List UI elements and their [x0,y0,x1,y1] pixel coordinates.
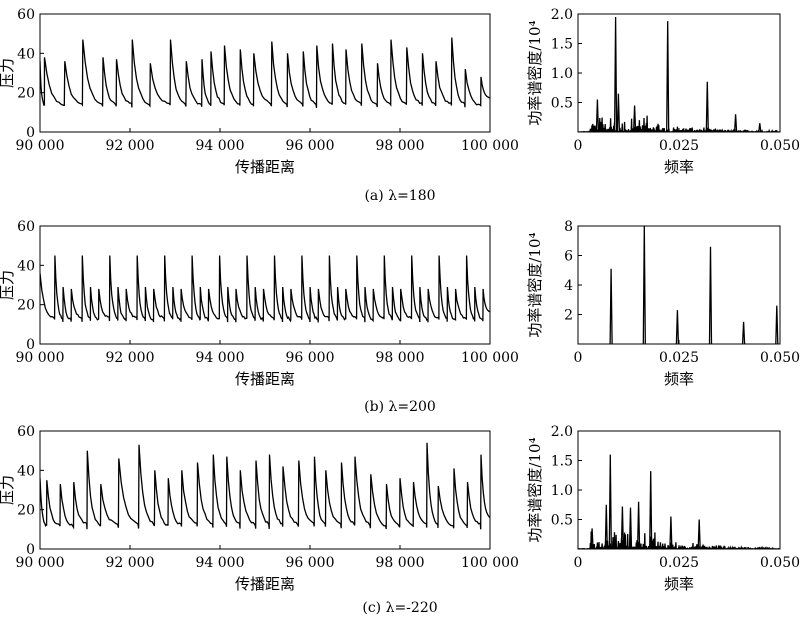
plot-frame [39,430,491,550]
y-axis-label: 功率谱密度/10⁴ [526,232,544,337]
x-axis-label: 传播距离 [235,370,295,388]
x-tick-label: 0.050 [760,138,800,154]
x-tick-label: 90 000 [16,555,65,571]
y-tick-label: 20 [17,86,35,102]
x-tick-label: 94 000 [196,555,245,571]
y-tick-label: 60 [17,7,35,23]
y-tick-label: 1.5 [551,37,573,53]
series-line [40,37,490,108]
x-tick-label: 96 000 [286,555,335,571]
chart-a-psd [577,13,781,133]
x-tick-label: 0 [574,555,583,571]
series-line [40,255,490,323]
x-tick-label: 0.050 [760,555,800,571]
x-tick-label: 0 [574,138,583,154]
y-tick-label: 2 [564,308,573,324]
x-tick-label: 92 000 [106,350,155,366]
y-tick-label: 60 [17,424,35,440]
plot-frame [577,225,781,345]
x-tick-label: 98 000 [376,138,425,154]
x-axis-label: 传播距离 [235,158,295,176]
x-tick-label: 98 000 [376,350,425,366]
series-line [578,16,780,132]
y-tick-label: 4 [564,278,573,294]
y-tick-label: 20 [17,503,35,519]
y-axis-label: 功率谱密度/10⁴ [526,437,544,542]
y-tick-label: 40 [17,46,35,62]
y-tick-label: 2.0 [551,424,573,440]
x-tick-label: 0 [574,350,583,366]
x-tick-label: 0.025 [659,350,699,366]
plot-frame [577,13,781,133]
plot-frame [577,430,781,550]
x-tick-label: 0.025 [659,138,699,154]
x-tick-label: 100 000 [461,138,519,154]
chart-a-pressure [39,13,491,133]
y-tick-label: 0 [26,125,35,141]
y-tick-label: 1.0 [551,66,573,82]
x-tick-label: 90 000 [16,350,65,366]
x-tick-label: 92 000 [106,138,155,154]
panel-caption: (a) λ=180 [364,188,435,204]
y-tick-label: 40 [17,258,35,274]
y-tick-label: 8 [564,219,573,235]
y-tick-label: 6 [564,249,573,265]
chart-c-psd [577,430,781,550]
x-tick-label: 90 000 [16,138,65,154]
x-tick-label: 0.025 [659,555,699,571]
x-tick-label: 100 000 [461,350,519,366]
x-axis-label: 频率 [664,158,694,176]
x-tick-label: 92 000 [106,555,155,571]
x-axis-label: 频率 [664,370,694,388]
x-tick-label: 100 000 [461,555,519,571]
y-tick-label: 1.5 [551,454,573,470]
panel-caption: (c) λ=-220 [362,600,437,616]
y-tick-label: 1.0 [551,483,573,499]
x-axis-label: 频率 [664,575,694,593]
y-tick-label: 40 [17,463,35,479]
y-axis-label: 压力 [0,270,16,300]
x-tick-label: 94 000 [196,138,245,154]
y-tick-label: 20 [17,298,35,314]
series-line [40,442,490,530]
x-tick-label: 96 000 [286,350,335,366]
x-tick-label: 0.050 [760,350,800,366]
chart-b-psd [577,225,781,345]
y-tick-label: 0 [26,542,35,558]
y-tick-label: 0 [26,337,35,353]
y-axis-label: 压力 [0,58,16,88]
y-axis-label: 压力 [0,475,16,505]
series-line [609,226,779,344]
y-tick-label: 60 [17,219,35,235]
x-tick-label: 98 000 [376,555,425,571]
chart-b-pressure [39,225,491,345]
x-tick-label: 96 000 [286,138,335,154]
x-axis-label: 传播距离 [235,575,295,593]
x-tick-label: 94 000 [196,350,245,366]
y-axis-label: 功率谱密度/10⁴ [526,20,544,125]
panel-caption: (b) λ=200 [364,399,436,415]
y-tick-label: 0.5 [551,513,573,529]
chart-c-pressure [39,430,491,550]
series-line [578,454,780,549]
y-tick-label: 0.5 [551,96,573,112]
plot-frame [39,225,491,345]
y-tick-label: 2.0 [551,7,573,23]
